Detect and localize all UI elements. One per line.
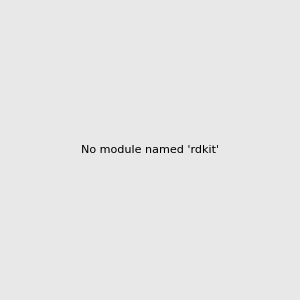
Text: No module named 'rdkit': No module named 'rdkit' — [81, 145, 219, 155]
